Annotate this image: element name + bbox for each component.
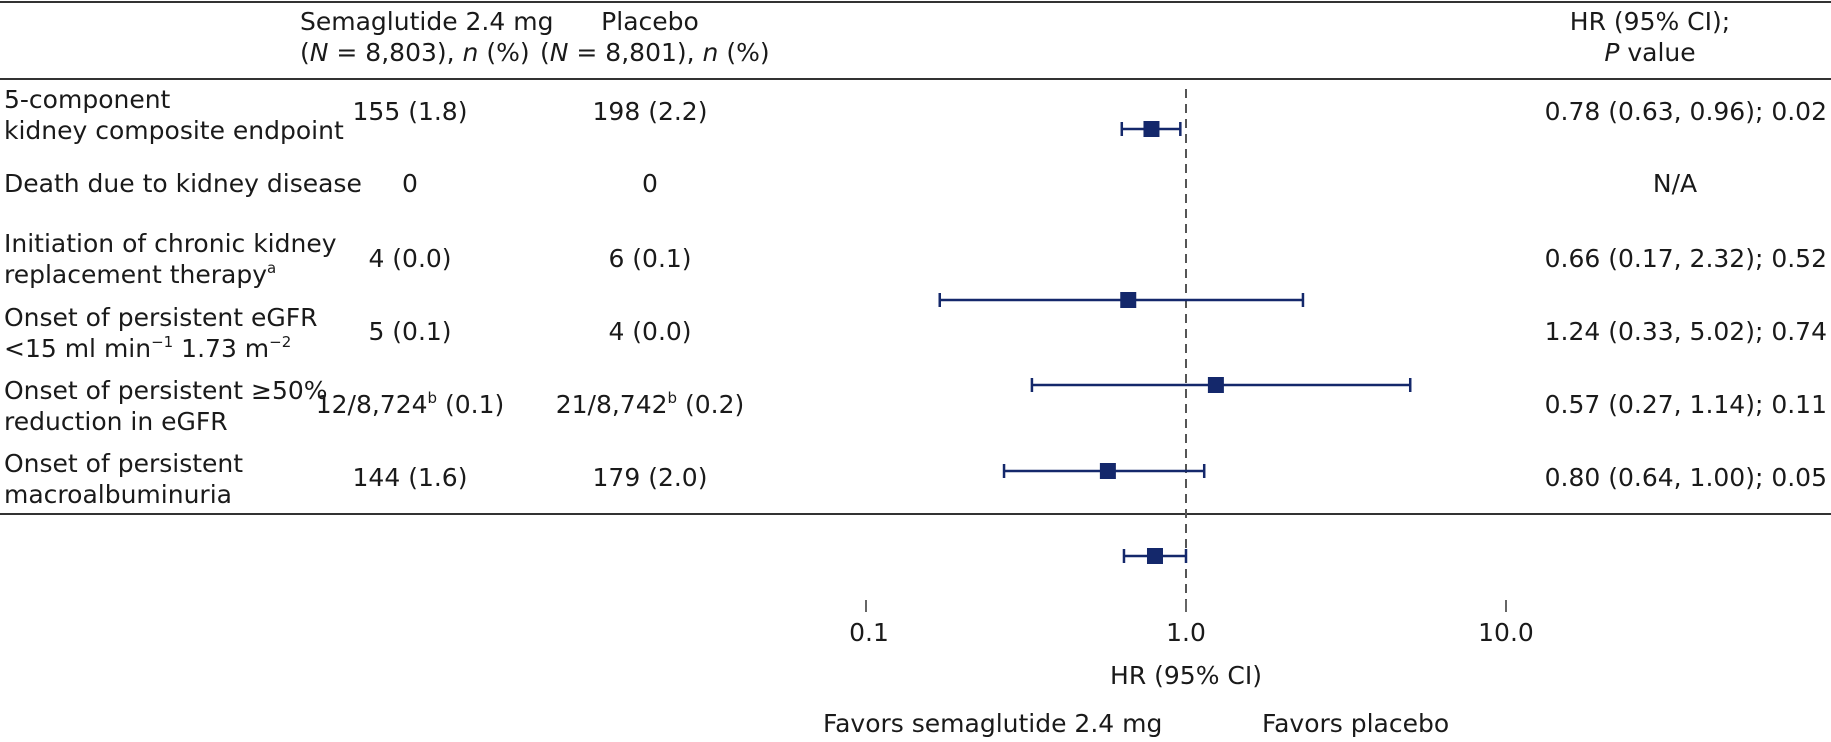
- sema-value: 0: [402, 169, 418, 198]
- placebo-value: 6 (0.1): [608, 244, 692, 273]
- top-rule: [0, 1, 1831, 3]
- sema-value: 4 (0.0): [368, 244, 452, 273]
- placebo-value: 21/8,742b (0.2): [555, 388, 745, 419]
- hr-result: 1.24 (0.33, 5.02); 0.74: [1544, 317, 1827, 346]
- bottom-rule: [0, 513, 1831, 515]
- x-tick-label: 1.0: [1166, 618, 1206, 647]
- row-label: Onset of persistent macroalbuminuria: [4, 449, 244, 509]
- row-label: Initiation of chronic kidney replacement…: [4, 229, 337, 289]
- placebo-value: 0: [642, 169, 658, 198]
- row-label: Onset of persistent ≥50% reduction in eGF…: [4, 376, 328, 436]
- x-tick-label: 0.1: [849, 618, 889, 647]
- hr-result: 0.66 (0.17, 2.32); 0.52: [1544, 244, 1827, 273]
- favors-semaglutide-label: Favors semaglutide 2.4 mg: [823, 709, 1163, 738]
- sema-value: 144 (1.6): [352, 463, 468, 492]
- header-rule: [0, 78, 1831, 80]
- favors-placebo-label: Favors placebo: [1262, 709, 1450, 738]
- header-hr: HR (95% CI); P value: [1569, 7, 1731, 67]
- row-label: Onset of persistent eGFR <15 ml min−1 1.…: [4, 303, 318, 363]
- header-semaglutide: Semaglutide 2.4 mg (N = 8,803), n (%): [300, 7, 554, 67]
- placebo-value: 4 (0.0): [608, 317, 692, 346]
- hr-point-marker: [1120, 292, 1137, 308]
- placebo-value: 179 (2.0): [592, 463, 708, 492]
- x-tick-label: 10.0: [1478, 618, 1534, 647]
- hr-result: N/A: [1652, 169, 1698, 198]
- hr-point-marker: [1207, 377, 1224, 393]
- header-placebo: Placebo (N = 8,801), n (%): [540, 7, 770, 67]
- sema-value: 5 (0.1): [368, 317, 452, 346]
- hr-result: 0.78 (0.63, 0.96); 0.02: [1544, 97, 1827, 126]
- hr-result: 0.57 (0.27, 1.14); 0.11: [1544, 390, 1827, 419]
- row-label: 5-component kidney composite endpoint: [4, 85, 344, 145]
- hr-point-marker: [1146, 548, 1163, 564]
- row-label: Death due to kidney disease: [4, 169, 362, 198]
- hr-result: 0.80 (0.64, 1.00); 0.05: [1544, 463, 1827, 492]
- hr-point-marker: [1099, 463, 1116, 479]
- sema-value: 155 (1.8): [352, 97, 468, 126]
- sema-value: 12/8,724b (0.1): [315, 388, 505, 419]
- x-axis-label: HR (95% CI): [1110, 661, 1262, 690]
- placebo-value: 198 (2.2): [592, 97, 708, 126]
- hr-point-marker: [1143, 121, 1160, 137]
